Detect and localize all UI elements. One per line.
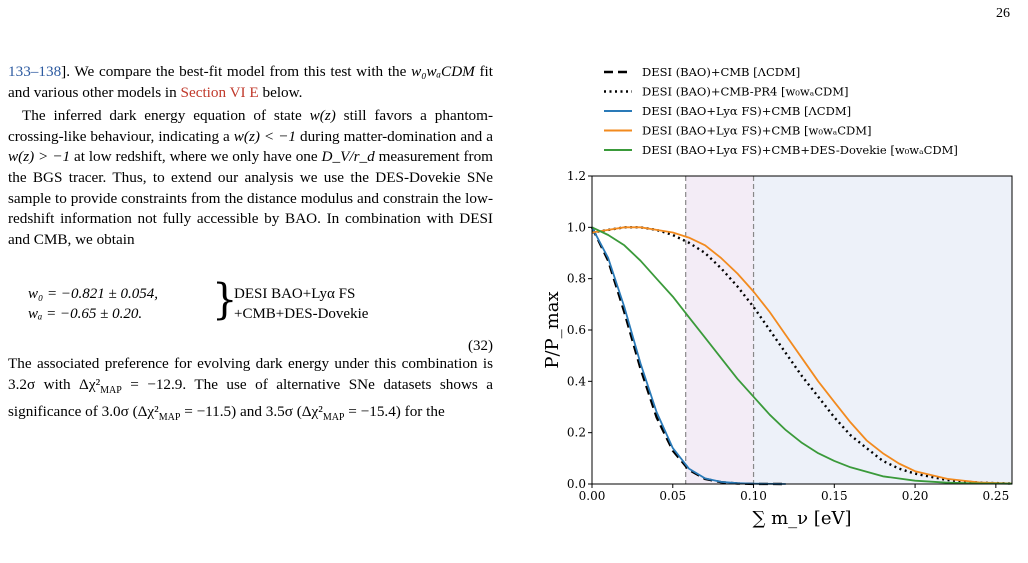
series-line-3 <box>591 226 1013 485</box>
text-span: ]. We compare the best-fit model from th… <box>61 63 412 80</box>
equation-w0: w₀ = −0.821 ± 0.054, <box>28 286 158 303</box>
y-tick-label-4: 0.8 <box>567 272 586 286</box>
text-span: measurement from the BGS tracer. Thus, t… <box>8 148 493 248</box>
figure: 0.00 0.05 0.10 0.15 0.20 0.25 0.0 0.2 0.4 0.6 0.8 1… <box>540 58 1020 558</box>
x-axis-label: ∑ m_ν [eV] <box>753 508 852 529</box>
y-tick-label-2: 0.4 <box>567 374 586 388</box>
citation-link[interactable]: 133–138 <box>8 63 62 80</box>
equation-wa: wₐ = −0.65 ± 0.20. <box>28 306 143 323</box>
legend-label-2: DESI (BAO+Lyα FS)+CMB [ΛCDM] <box>642 104 851 118</box>
subscript: MAP <box>322 411 345 423</box>
paragraph-2: The inferred dark energy equation of sta… <box>8 106 493 250</box>
y-tick-label-0: 0.0 <box>567 477 586 491</box>
text-span: = −11.5) and 3.5σ (Δχ² <box>180 402 323 420</box>
math-span: D_V/r_d <box>321 148 375 166</box>
paragraph-3: The associated preference for evolving d… <box>8 354 493 428</box>
text-span: fit and various other models in <box>8 63 493 101</box>
series-line-2 <box>591 226 786 485</box>
neutrino-mass-posterior-chart: 0.00 0.05 0.10 0.15 0.20 0.25 0.0 0.2 0.4 0.6 0.8 1… <box>542 65 1013 529</box>
page-number: 26 <box>996 6 1010 21</box>
text-column: 133–138]. We compare the best-fit model … <box>8 62 493 428</box>
text-span: = −15.4) for the <box>344 402 445 420</box>
text-span: still favors a phantom-crossing-like beh… <box>8 107 493 145</box>
x-tick-label-5: 0.25 <box>982 489 1009 503</box>
legend-label-3: DESI (BAO+Lyα FS)+CMB [w₀wₐCDM] <box>642 124 872 138</box>
x-tick-label-3: 0.15 <box>821 489 848 503</box>
equation-label-line-1: DESI BAO+Lyα FS <box>234 286 356 303</box>
y-axis-label: P/P_max <box>542 291 563 368</box>
legend-label-0: DESI (BAO)+CMB [ΛCDM] <box>642 65 800 79</box>
legend-label-4: DESI (BAO+Lyα FS)+CMB+DES-Dovekie [w₀wₐC… <box>642 143 958 157</box>
legend-label-1: DESI (BAO)+CMB-PR4 [w₀wₐCDM] <box>642 85 848 99</box>
x-tick-label-2: 0.10 <box>740 489 767 503</box>
x-tick-label-4: 0.20 <box>902 489 929 503</box>
equation-number: (32) <box>468 338 493 355</box>
shaded-region-1 <box>753 176 1012 484</box>
text-span: The inferred dark energy equation of sta… <box>22 107 310 125</box>
text-span: at low redshift, where we only have one <box>70 148 322 166</box>
math-span: w(z) < −1 <box>233 127 296 145</box>
y-tick-label-1: 0.2 <box>567 426 586 440</box>
text-span: below. <box>258 83 303 101</box>
x-tick-label-0: 0.00 <box>579 489 606 503</box>
section-link[interactable]: Section VI E <box>180 83 259 101</box>
series-line-4 <box>591 226 1013 485</box>
paragraph-1: 133–138]. We compare the best-fit model … <box>8 62 493 103</box>
text-span: = −12.9. The use of alternative SNe data… <box>8 375 494 420</box>
model-name: w₀wₐCDM <box>411 63 475 80</box>
equation-label-line-2: +CMB+DES-Dovekie <box>234 306 369 323</box>
equation-brace: } <box>212 276 238 325</box>
equation-label: DESI BAO+Lyα FS +CMB+DES-Dovekie <box>234 284 368 324</box>
text-span: during matter-domination and a <box>296 127 493 145</box>
y-tick-label-3: 0.6 <box>567 323 586 337</box>
subscript: MAP <box>158 411 181 423</box>
text-span: The associated preference for evolving d… <box>8 355 493 393</box>
shaded-region-0 <box>685 176 754 484</box>
equation-32: w₀ = −0.821 ± 0.054, wₐ = −0.65 ± 0.20. … <box>8 276 493 354</box>
y-tick-label-5: 1.0 <box>567 220 586 234</box>
equation-values: w₀ = −0.821 ± 0.054, wₐ = −0.65 ± 0.20. <box>28 284 158 324</box>
subscript: MAP <box>100 384 122 396</box>
y-tick-label-6: 1.2 <box>567 169 586 183</box>
math-span: w(z) <box>309 107 336 125</box>
x-tick-label-1: 0.05 <box>659 489 686 503</box>
math-span: w(z) > −1 <box>8 148 71 166</box>
